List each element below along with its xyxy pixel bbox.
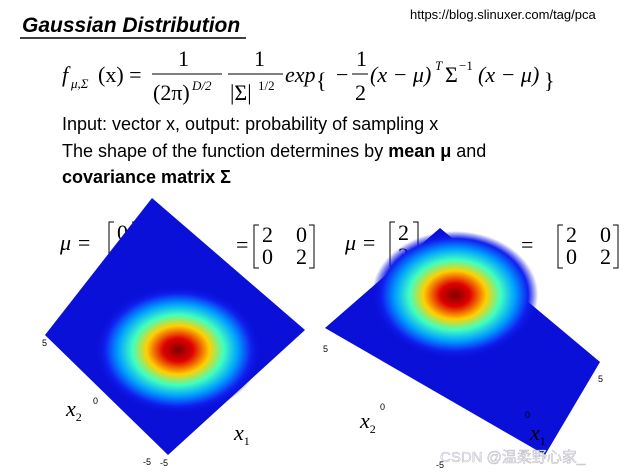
sigma-value: 2 <box>600 244 611 269</box>
sigma-value: 0 <box>296 222 307 247</box>
body-line: Input: vector x, output: probability of … <box>62 114 438 134</box>
mu-label: μ = <box>59 230 91 255</box>
formula-text: −1 <box>459 58 473 73</box>
axis-label: x1 <box>233 420 250 448</box>
formula-text: 1 <box>178 46 189 71</box>
axis-label: x2 <box>65 396 82 424</box>
tick-label: 5 <box>323 344 328 354</box>
axis-label-base: x <box>65 396 76 421</box>
formula-text: T <box>435 58 443 73</box>
body-text: and <box>451 141 486 161</box>
tick-label: 5 <box>42 338 47 348</box>
sigma-value: 2 <box>296 244 307 269</box>
bracket <box>253 224 259 269</box>
sigma-value: 0 <box>566 244 577 269</box>
bracket <box>613 224 619 269</box>
tick-label: 0 <box>380 402 385 412</box>
formula-text: 2 <box>355 80 366 105</box>
sigma-value: 2 <box>262 222 273 247</box>
mu-label: μ = <box>344 230 376 255</box>
bracket <box>309 224 315 269</box>
formula-text: 1 <box>254 46 265 71</box>
tick-label: -5 <box>143 457 151 467</box>
axis-label-sub: 1 <box>244 434 250 448</box>
formula-text: 1/2 <box>258 78 275 93</box>
mu-value: 0 <box>117 220 128 245</box>
formula-text: (2π) <box>153 80 190 105</box>
formula-text: − <box>336 62 348 87</box>
axis-label: x1 <box>529 420 546 448</box>
sigma-equals: = <box>521 232 533 257</box>
sigma-equals: = <box>236 232 248 257</box>
axis-label-base: x <box>233 420 244 445</box>
body-line: The shape of the function determines by … <box>62 141 486 161</box>
tick-label: -5 <box>160 458 168 468</box>
formula-text: { <box>316 68 327 93</box>
formula: f μ,Σ (x) = 1 (2π) D/2 1 |Σ| 1/2 exp { −… <box>62 46 555 105</box>
sigma-value: 2 <box>566 222 577 247</box>
formula-text: (x − μ) <box>370 62 431 87</box>
formula-text: D/2 <box>191 78 212 93</box>
body-bold: covariance matrix Σ <box>62 167 231 187</box>
watermark: CSDN @温柔野心家_ <box>440 449 586 466</box>
formula-text: f <box>62 62 71 87</box>
body-text: The shape of the function determines by <box>62 141 388 161</box>
sigma-value: 0 <box>600 222 611 247</box>
axis-label-sub: 2 <box>76 410 82 424</box>
tick-label: 5 <box>598 374 603 384</box>
tick-label: -5 <box>436 460 444 470</box>
formula-text: Σ <box>445 62 458 87</box>
axis-label-sub: 1 <box>540 434 546 448</box>
formula-text: (x − μ) <box>478 62 539 87</box>
tick-label: 0 <box>525 410 530 420</box>
title: Gaussian Distribution <box>22 14 240 37</box>
axis-label-sub: 2 <box>370 422 376 436</box>
bracket <box>557 224 563 269</box>
formula-text: exp <box>285 62 316 87</box>
source-url: https://blog.slinuxer.com/tag/pca <box>410 7 596 22</box>
axis-label-base: x <box>359 408 370 433</box>
axis-label: x2 <box>359 408 376 436</box>
formula-text: 1 <box>356 46 367 71</box>
axis-label-base: x <box>529 420 540 445</box>
formula-text: μ,Σ <box>70 76 89 91</box>
body-bold: mean μ <box>388 141 451 161</box>
tick-label: 0 <box>93 396 98 406</box>
sigma-value: 0 <box>262 244 273 269</box>
formula-text: } <box>544 68 555 93</box>
density-peak <box>371 231 539 359</box>
mu-value: 2 <box>398 220 409 245</box>
formula-text: |Σ| <box>230 80 252 105</box>
formula-text: (x) = <box>98 62 142 87</box>
density-peak <box>94 286 262 414</box>
